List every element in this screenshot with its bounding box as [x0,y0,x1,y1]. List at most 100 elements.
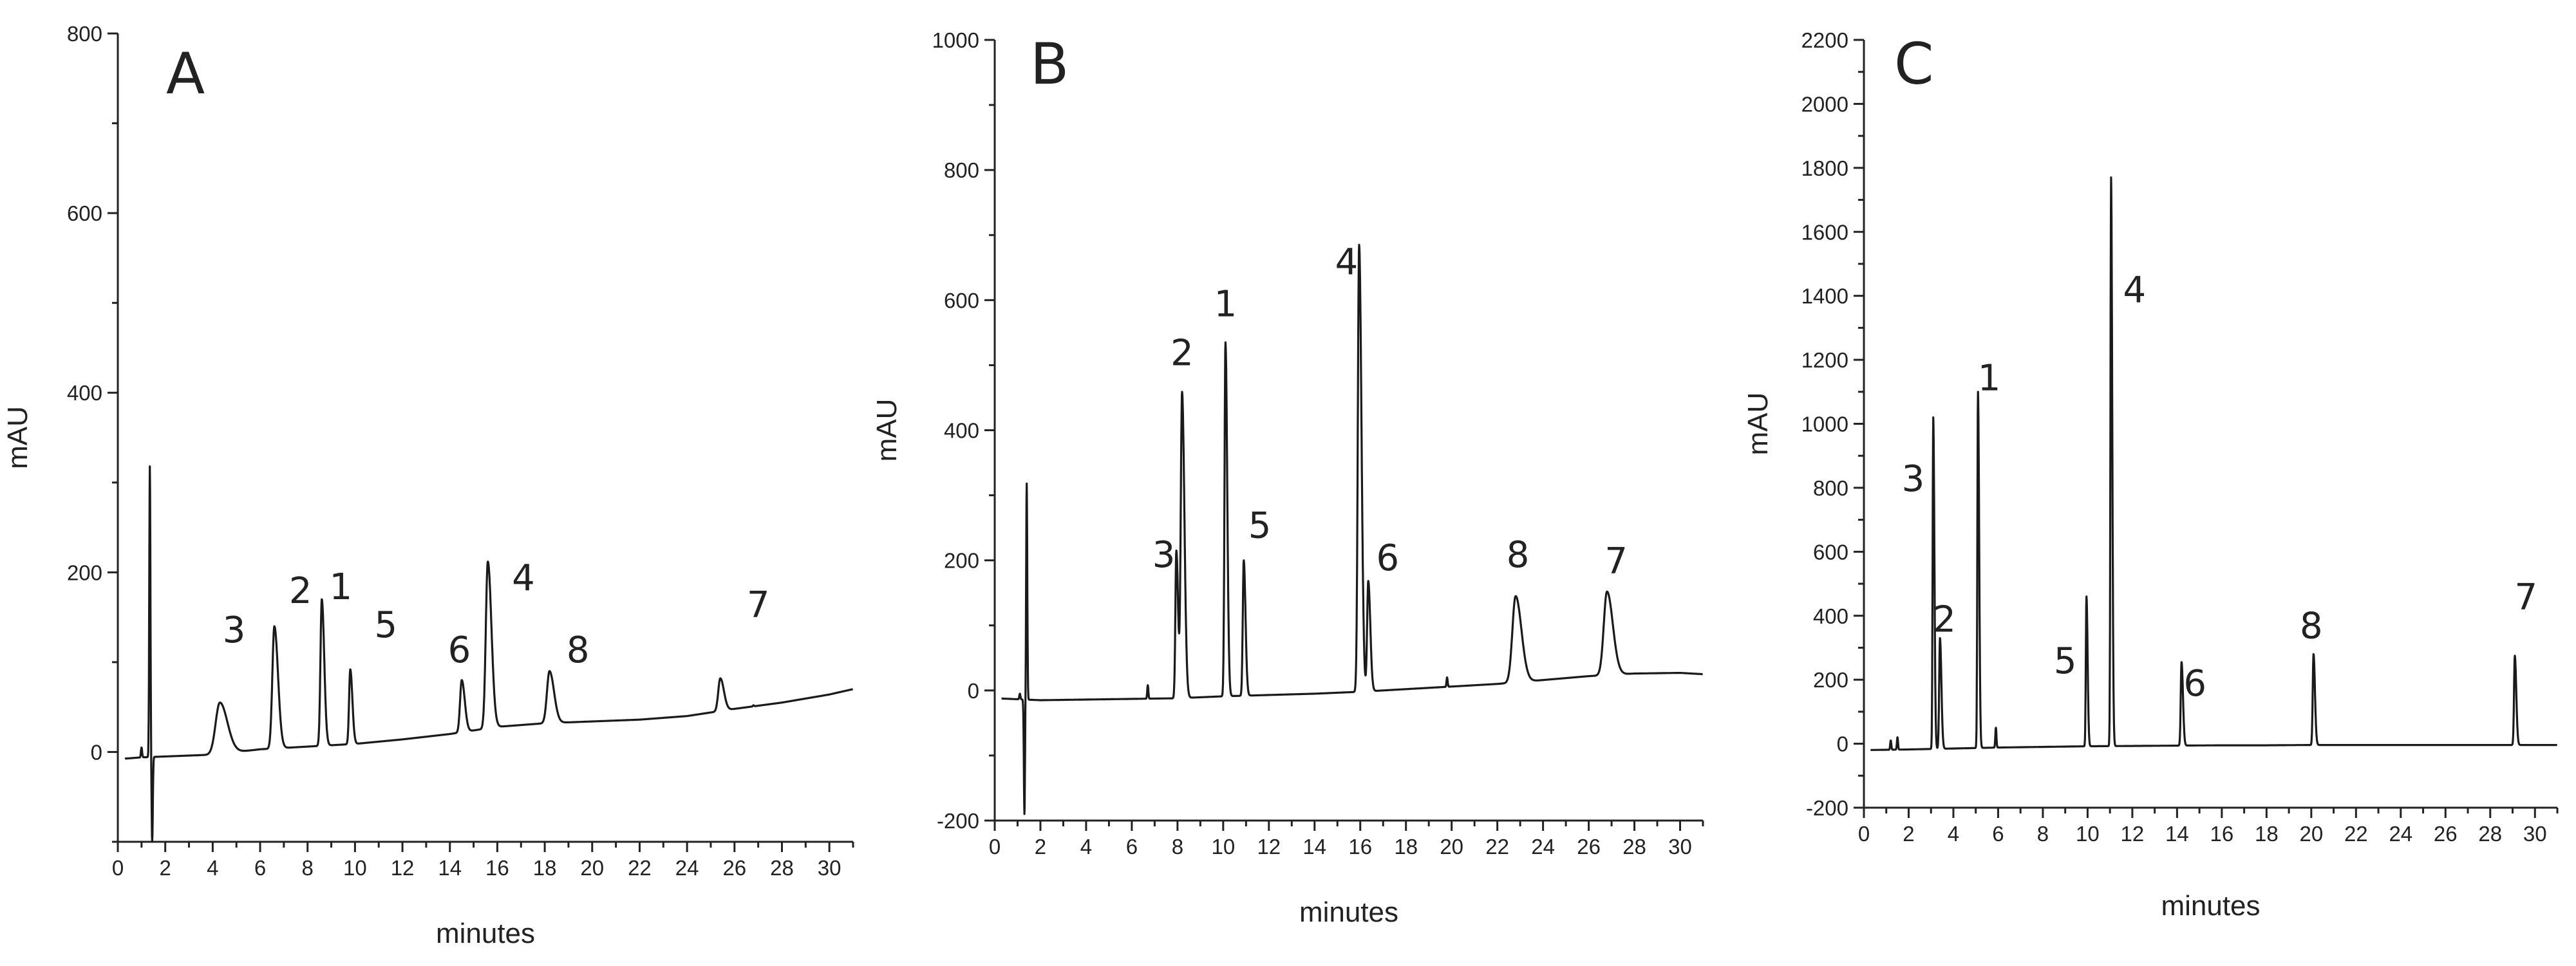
chromatogram-trace [124,465,854,843]
y-tick-label: 400 [944,419,979,443]
x-axis-title: minutes [436,918,535,949]
chromatogram-trace [1870,176,2558,751]
peak-label-2: 2 [1170,332,1194,374]
x-tick-label: 10 [343,856,367,880]
x-tick-label: 28 [1622,835,1646,859]
peak-label-1: 1 [329,566,352,608]
x-tick-label: 16 [1348,835,1372,859]
panel-letter: B [1030,31,1069,97]
x-tick-label: 22 [628,856,652,880]
x-tick-label: 4 [207,856,218,880]
x-tick-label: 6 [254,856,266,880]
x-tick-label: 18 [533,856,557,880]
panel-a: 0 2 4 6 8 10 12 14 16 18 20 22 24 26 28 300200400600800… [2,22,854,949]
x-tick-label: 24 [2389,822,2412,846]
y-tick-label: 600 [1813,540,1848,564]
x-tick-label: 14 [438,856,462,880]
y-tick-label: 0 [1837,732,1848,756]
peak-label-7: 7 [2515,577,2538,618]
x-tick-label: 0 [112,856,124,880]
panel-b: 0 2 4 6 8 10 12 14 16 18 20 22 24 26 28 30-200020040060… [871,28,1704,928]
y-tick-label: 800 [1813,476,1848,500]
x-tick-label: 30 [2523,822,2547,846]
peak-label-4: 4 [1335,241,1359,283]
chromatogram-trace [1001,243,1704,815]
peak-label-1: 1 [1214,284,1237,326]
x-tick-label: 24 [1531,835,1555,859]
y-tick-label: 1200 [1801,348,1848,372]
peak-label-6: 6 [448,629,471,671]
y-tick-label: 0 [91,740,102,764]
x-tick-label: 12 [391,856,415,880]
peak-label-2: 2 [289,570,312,612]
x-tick-label: 18 [2255,822,2279,846]
y-tick-label: 2200 [1801,28,1848,52]
x-tick-label: 2 [1035,835,1046,859]
x-tick-label: 12 [2121,822,2145,846]
peak-label-3: 3 [1902,458,1925,500]
peak-label-3: 3 [1152,534,1176,576]
x-tick-label: 16 [485,856,509,880]
peak-label-5: 5 [2054,640,2077,682]
y-tick-label: 600 [67,201,102,225]
y-axis-title: mAU [1742,393,1774,456]
x-tick-label: 26 [2434,822,2458,846]
x-tick-label: 14 [1302,835,1326,859]
y-tick-label: 2000 [1801,92,1848,116]
x-tick-label: 28 [2478,822,2502,846]
x-axis-title: minutes [2161,890,2260,922]
peak-label-5: 5 [374,604,397,646]
peak-label-1: 1 [1978,357,2001,399]
y-tick-label: 1600 [1801,220,1848,244]
x-tick-label: 28 [770,856,794,880]
x-tick-label: 18 [1394,835,1418,859]
peak-label-4: 4 [512,557,535,599]
x-tick-label: 2 [159,856,171,880]
peak-label-3: 3 [223,609,246,651]
y-tick-label: 800 [67,22,102,46]
y-tick-label: 200 [944,549,979,573]
y-tick-label: 1400 [1801,284,1848,308]
x-axis-title: minutes [1299,896,1398,928]
x-tick-label: 30 [1668,835,1692,859]
y-axis-title: mAU [871,399,903,462]
peak-label-7: 7 [747,584,770,626]
x-tick-label: 10 [1211,835,1235,859]
x-tick-label: 22 [1485,835,1509,859]
peak-label-7: 7 [1604,541,1628,582]
panel-letter: A [166,41,205,107]
x-tick-label: 4 [1948,822,1959,846]
x-tick-label: 30 [818,856,841,880]
x-tick-label: 26 [722,856,746,880]
panel-c: 0 2 4 6 8 10 12 14 16 18 20 22 24 26 28 30-200020040060… [1742,28,2559,922]
x-tick-label: 0 [989,835,1001,859]
y-axis-title: mAU [2,406,33,469]
peak-label-6: 6 [1377,537,1400,579]
x-tick-label: 8 [2037,822,2049,846]
x-tick-label: 20 [1440,835,1463,859]
x-tick-label: 10 [2076,822,2100,846]
x-tick-label: 6 [1992,822,2004,846]
x-tick-label: 20 [2299,822,2323,846]
y-tick-label: 1000 [932,28,979,52]
x-tick-label: 6 [1126,835,1138,859]
x-tick-label: 8 [1172,835,1183,859]
x-tick-label: 22 [2344,822,2368,846]
y-tick-label: -200 [1806,796,1848,820]
y-tick-label: 0 [968,679,979,703]
peak-label-6: 6 [2183,663,2206,705]
y-tick-label: 400 [1813,604,1848,628]
y-tick-label: -200 [937,809,979,833]
y-tick-label: 600 [944,288,979,312]
x-tick-label: 16 [2210,822,2234,846]
peak-label-8: 8 [1507,534,1530,576]
x-tick-label: 0 [1858,822,1870,846]
y-tick-label: 400 [67,381,102,405]
y-tick-label: 200 [1813,668,1848,692]
x-tick-label: 4 [1080,835,1092,859]
x-tick-label: 12 [1257,835,1281,859]
peak-label-8: 8 [567,629,590,671]
peak-label-8: 8 [2300,606,2323,647]
x-tick-label: 24 [675,856,699,880]
peak-label-4: 4 [2123,270,2147,311]
